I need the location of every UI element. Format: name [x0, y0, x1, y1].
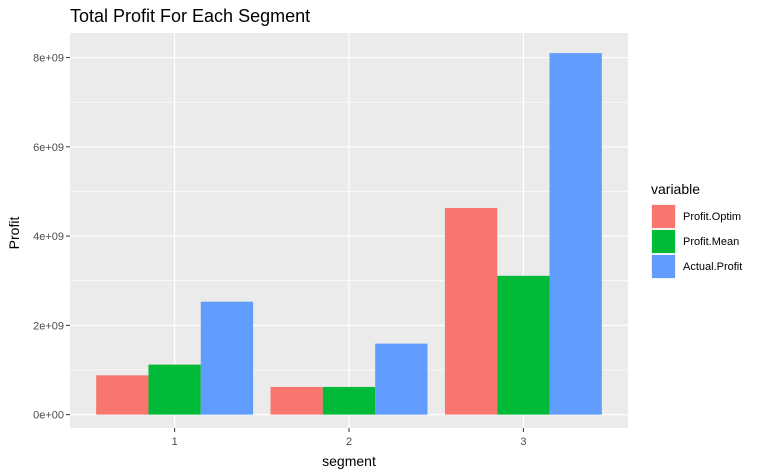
y-tick-label: 4e+09	[33, 231, 64, 243]
legend-title: variable	[651, 181, 700, 197]
bar-actual-profit-segment-2	[375, 343, 428, 415]
y-tick-label: 2e+09	[33, 320, 64, 332]
bar-profit-optim-segment-2	[270, 386, 323, 415]
bar-profit-mean-segment-2	[322, 386, 376, 415]
legend-swatch	[652, 230, 675, 253]
y-tick-label: 8e+09	[33, 53, 64, 65]
x-axis-title: segment	[322, 453, 376, 469]
x-tick-label: 3	[520, 436, 526, 448]
y-tick-label: 6e+09	[33, 142, 64, 154]
legend-swatch	[652, 205, 675, 228]
chart-title: Total Profit For Each Segment	[70, 6, 310, 26]
y-axis: 0e+00 2e+09 4e+09 6e+09 8e+09	[33, 53, 70, 422]
x-axis: 1 2 3	[172, 428, 526, 448]
legend-label: Actual.Profit	[683, 261, 742, 273]
bars	[96, 53, 602, 415]
bar-profit-optim-segment-3	[444, 207, 498, 415]
y-tick-label: 0e+00	[33, 410, 64, 422]
bar-profit-mean-segment-1	[148, 364, 201, 415]
grid-lines	[70, 33, 628, 428]
bar-actual-profit-segment-3	[549, 53, 602, 415]
x-tick-label: 1	[172, 436, 178, 448]
bar-actual-profit-segment-1	[200, 301, 254, 415]
legend-swatch	[652, 255, 675, 278]
x-tick-label: 2	[346, 436, 352, 448]
bar-profit-optim-segment-1	[96, 375, 149, 415]
legend: variable Profit.Optim Profit.Mean Actual.P…	[651, 181, 742, 279]
legend-label: Profit.Optim	[683, 211, 741, 223]
bar-profit-mean-segment-3	[497, 275, 550, 415]
legend-label: Profit.Mean	[683, 236, 739, 248]
y-axis-title: Profit	[6, 217, 22, 250]
